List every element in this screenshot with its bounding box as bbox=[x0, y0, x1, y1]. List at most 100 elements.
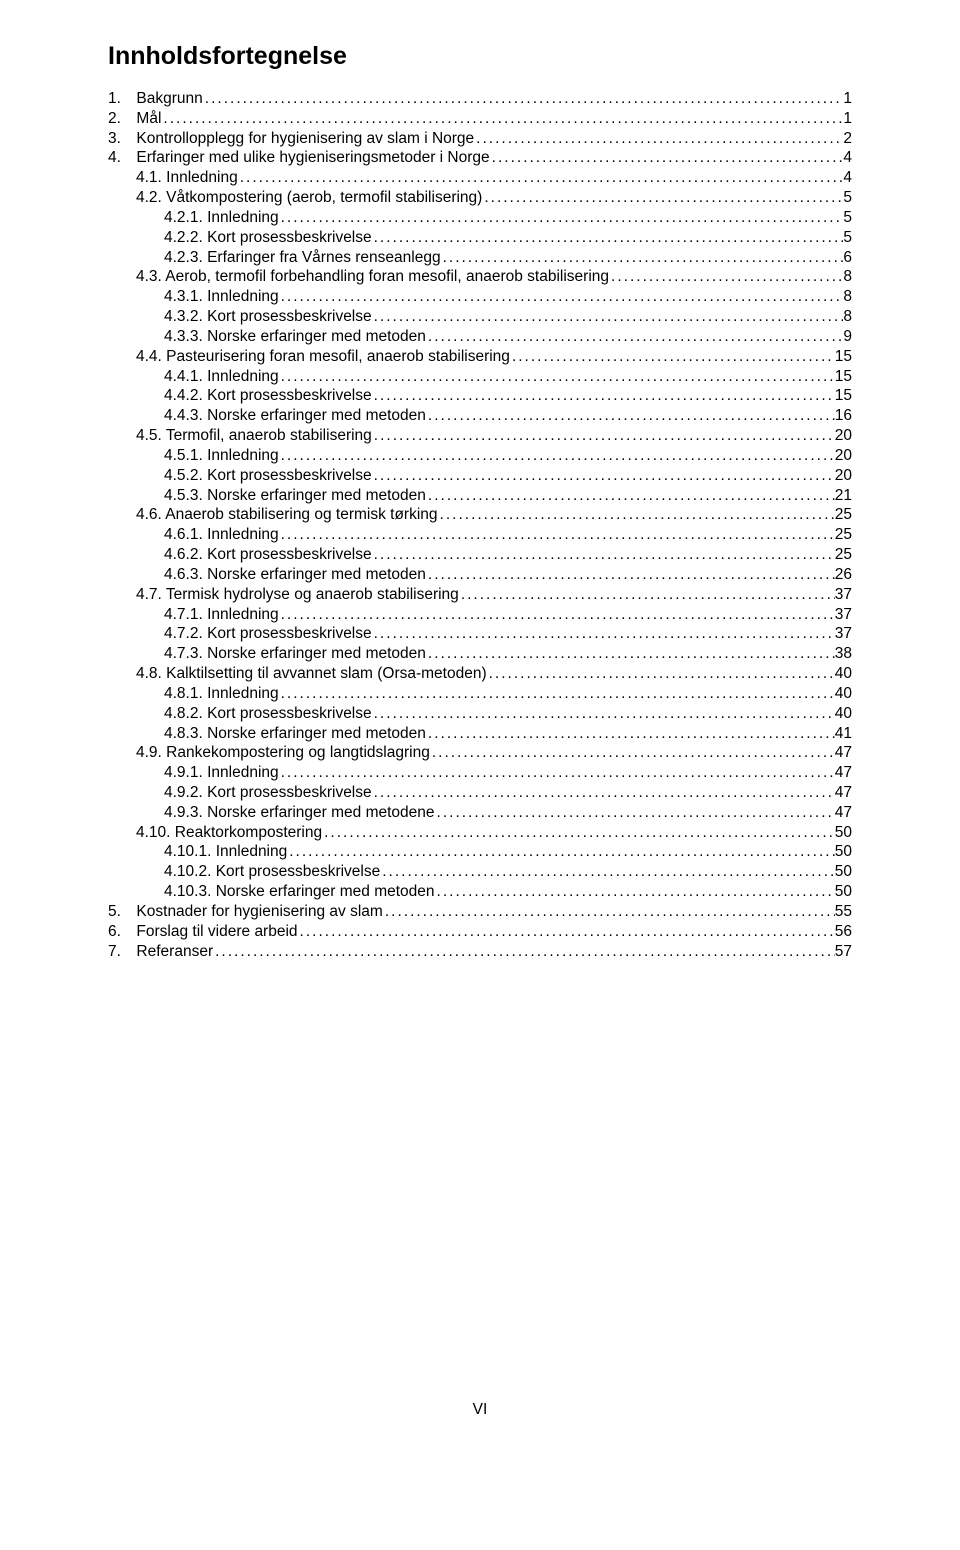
toc-entry: 5. Kostnader for hygienisering av slam 55 bbox=[108, 902, 852, 922]
toc-page: 47 bbox=[835, 803, 852, 823]
toc-label: 4.6.3. Norske erfaringer med metoden bbox=[164, 565, 426, 585]
toc-leader bbox=[238, 168, 844, 188]
toc-entry: 4.4.2. Kort prosessbeskrivelse15 bbox=[108, 386, 852, 406]
toc-label: 4.8.3. Norske erfaringer med metoden bbox=[164, 724, 426, 744]
toc-label: 4.10.1. Innledning bbox=[164, 842, 287, 862]
toc-page: 20 bbox=[835, 446, 852, 466]
toc-leader bbox=[490, 148, 844, 168]
toc-label: 4.9.2. Kort prosessbeskrivelse bbox=[164, 783, 372, 803]
toc-leader bbox=[426, 565, 835, 585]
toc-page: 25 bbox=[835, 545, 852, 565]
toc-leader bbox=[372, 228, 844, 248]
toc-entry: 4.4.1. Innledning 15 bbox=[108, 367, 852, 387]
toc-entry: 4.9.1. Innledning47 bbox=[108, 763, 852, 783]
toc-label: 3. Kontrollopplegg for hygienisering av … bbox=[108, 129, 474, 149]
toc-page: 57 bbox=[835, 942, 852, 962]
toc-page: 25 bbox=[835, 525, 852, 545]
toc-page: 4 bbox=[843, 148, 852, 168]
toc-leader bbox=[372, 307, 844, 327]
toc-page: 50 bbox=[835, 823, 852, 843]
toc-page: 47 bbox=[835, 763, 852, 783]
toc-page: 50 bbox=[835, 842, 852, 862]
toc-entry: 4.7. Termisk hydrolyse og anaerob stabil… bbox=[108, 585, 852, 605]
toc-leader bbox=[426, 327, 843, 347]
toc-entry: 4.3.3. Norske erfaringer med metoden9 bbox=[108, 327, 852, 347]
toc-leader bbox=[203, 89, 844, 109]
toc-leader bbox=[322, 823, 835, 843]
toc-page: 41 bbox=[835, 724, 852, 744]
toc-entry: 4.5.1. Innledning 20 bbox=[108, 446, 852, 466]
toc-label: 4.3.2. Kort prosessbeskrivelse bbox=[164, 307, 372, 327]
toc-leader bbox=[441, 248, 844, 268]
toc-label: 4.2.1. Innledning bbox=[164, 208, 279, 228]
toc-page: 37 bbox=[835, 605, 852, 625]
toc-label: 5. Kostnader for hygienisering av slam bbox=[108, 902, 383, 922]
toc-label: 4.9. Rankekompostering og langtidslagrin… bbox=[136, 743, 430, 763]
toc-leader bbox=[279, 605, 835, 625]
toc-entry: 4.2. Våtkompostering (aerob, termofil st… bbox=[108, 188, 852, 208]
toc-entry: 4.7.2. Kort prosessbeskrivelse37 bbox=[108, 624, 852, 644]
toc-entry: 7. Referanser57 bbox=[108, 942, 852, 962]
toc-leader bbox=[279, 287, 844, 307]
toc-entry: 4.5. Termofil, anaerob stabilisering20 bbox=[108, 426, 852, 446]
toc-entry: 6. Forslag til videre arbeid 56 bbox=[108, 922, 852, 942]
toc-leader bbox=[372, 545, 835, 565]
toc-label: 4.9.3. Norske erfaringer med metodene bbox=[164, 803, 435, 823]
toc-leader bbox=[380, 862, 835, 882]
toc-label: 4.7.3. Norske erfaringer med metoden bbox=[164, 644, 426, 664]
toc-page: 1 bbox=[843, 89, 852, 109]
toc-page: 50 bbox=[835, 862, 852, 882]
toc-label: 4.8.1. Innledning bbox=[164, 684, 279, 704]
toc-leader bbox=[372, 704, 835, 724]
toc-entry: 4.10.2. Kort prosessbeskrivelse50 bbox=[108, 862, 852, 882]
toc-entry: 4.8.3. Norske erfaringer med metoden 41 bbox=[108, 724, 852, 744]
toc-label: 4.7.1. Innledning bbox=[164, 605, 279, 625]
page-title: Innholdsfortegnelse bbox=[108, 42, 852, 71]
toc-label: 4.2. Våtkompostering (aerob, termofil st… bbox=[136, 188, 482, 208]
toc-page: 8 bbox=[843, 307, 852, 327]
toc-label: 1. Bakgrunn bbox=[108, 89, 203, 109]
toc-leader bbox=[383, 902, 835, 922]
toc-entry: 4.2.1. Innledning 5 bbox=[108, 208, 852, 228]
toc-page: 26 bbox=[835, 565, 852, 585]
toc-label: 4.2.2. Kort prosessbeskrivelse bbox=[164, 228, 372, 248]
toc-entry: 4.9.3. Norske erfaringer med metodene 47 bbox=[108, 803, 852, 823]
toc-label: 4.10. Reaktorkompostering bbox=[136, 823, 322, 843]
toc-label: 4.6. Anaerob stabilisering og termisk tø… bbox=[136, 505, 438, 525]
toc-label: 4.2.3. Erfaringer fra Vårnes renseanlegg bbox=[164, 248, 441, 268]
toc-entry: 4.6.3. Norske erfaringer med metoden 26 bbox=[108, 565, 852, 585]
toc-leader bbox=[435, 803, 835, 823]
toc-label: 4.5.1. Innledning bbox=[164, 446, 279, 466]
toc-entry: 4.10.3. Norske erfaringer med metoden50 bbox=[108, 882, 852, 902]
toc-entry: 4.6. Anaerob stabilisering og termisk tø… bbox=[108, 505, 852, 525]
toc-label: 4.4. Pasteurisering foran mesofil, anaer… bbox=[136, 347, 510, 367]
toc-page: 25 bbox=[835, 505, 852, 525]
toc-leader bbox=[426, 486, 835, 506]
toc-entry: 4.3. Aerob, termofil forbehandling foran… bbox=[108, 267, 852, 287]
toc-label: 6. Forslag til videre arbeid bbox=[108, 922, 298, 942]
toc-page: 15 bbox=[835, 386, 852, 406]
toc-label: 4.10.3. Norske erfaringer med metoden bbox=[164, 882, 435, 902]
toc-label: 4. Erfaringer med ulike hygieniseringsme… bbox=[108, 148, 490, 168]
toc-entry: 4.5.2. Kort prosessbeskrivelse 20 bbox=[108, 466, 852, 486]
toc-page: 20 bbox=[835, 466, 852, 486]
toc-label: 4.3.3. Norske erfaringer med metoden bbox=[164, 327, 426, 347]
toc-page: 15 bbox=[835, 367, 852, 387]
toc-page: 56 bbox=[835, 922, 852, 942]
toc-entry: 4.4.3. Norske erfaringer med metoden16 bbox=[108, 406, 852, 426]
toc-label: 4.5. Termofil, anaerob stabilisering bbox=[136, 426, 372, 446]
toc-label: 4.4.1. Innledning bbox=[164, 367, 279, 387]
toc-leader bbox=[510, 347, 835, 367]
toc-page: 5 bbox=[843, 208, 852, 228]
toc-page: 5 bbox=[843, 228, 852, 248]
toc-label: 4.5.2. Kort prosessbeskrivelse bbox=[164, 466, 372, 486]
toc-entry: 4.1. Innledning4 bbox=[108, 168, 852, 188]
toc-page: 55 bbox=[835, 902, 852, 922]
toc-page: 21 bbox=[835, 486, 852, 506]
toc-leader bbox=[372, 624, 835, 644]
toc-page: 40 bbox=[835, 664, 852, 684]
toc-entry: 4.10.1. Innledning 50 bbox=[108, 842, 852, 862]
toc-label: 4.3. Aerob, termofil forbehandling foran… bbox=[136, 267, 609, 287]
toc-leader bbox=[609, 267, 843, 287]
toc-leader bbox=[372, 466, 835, 486]
